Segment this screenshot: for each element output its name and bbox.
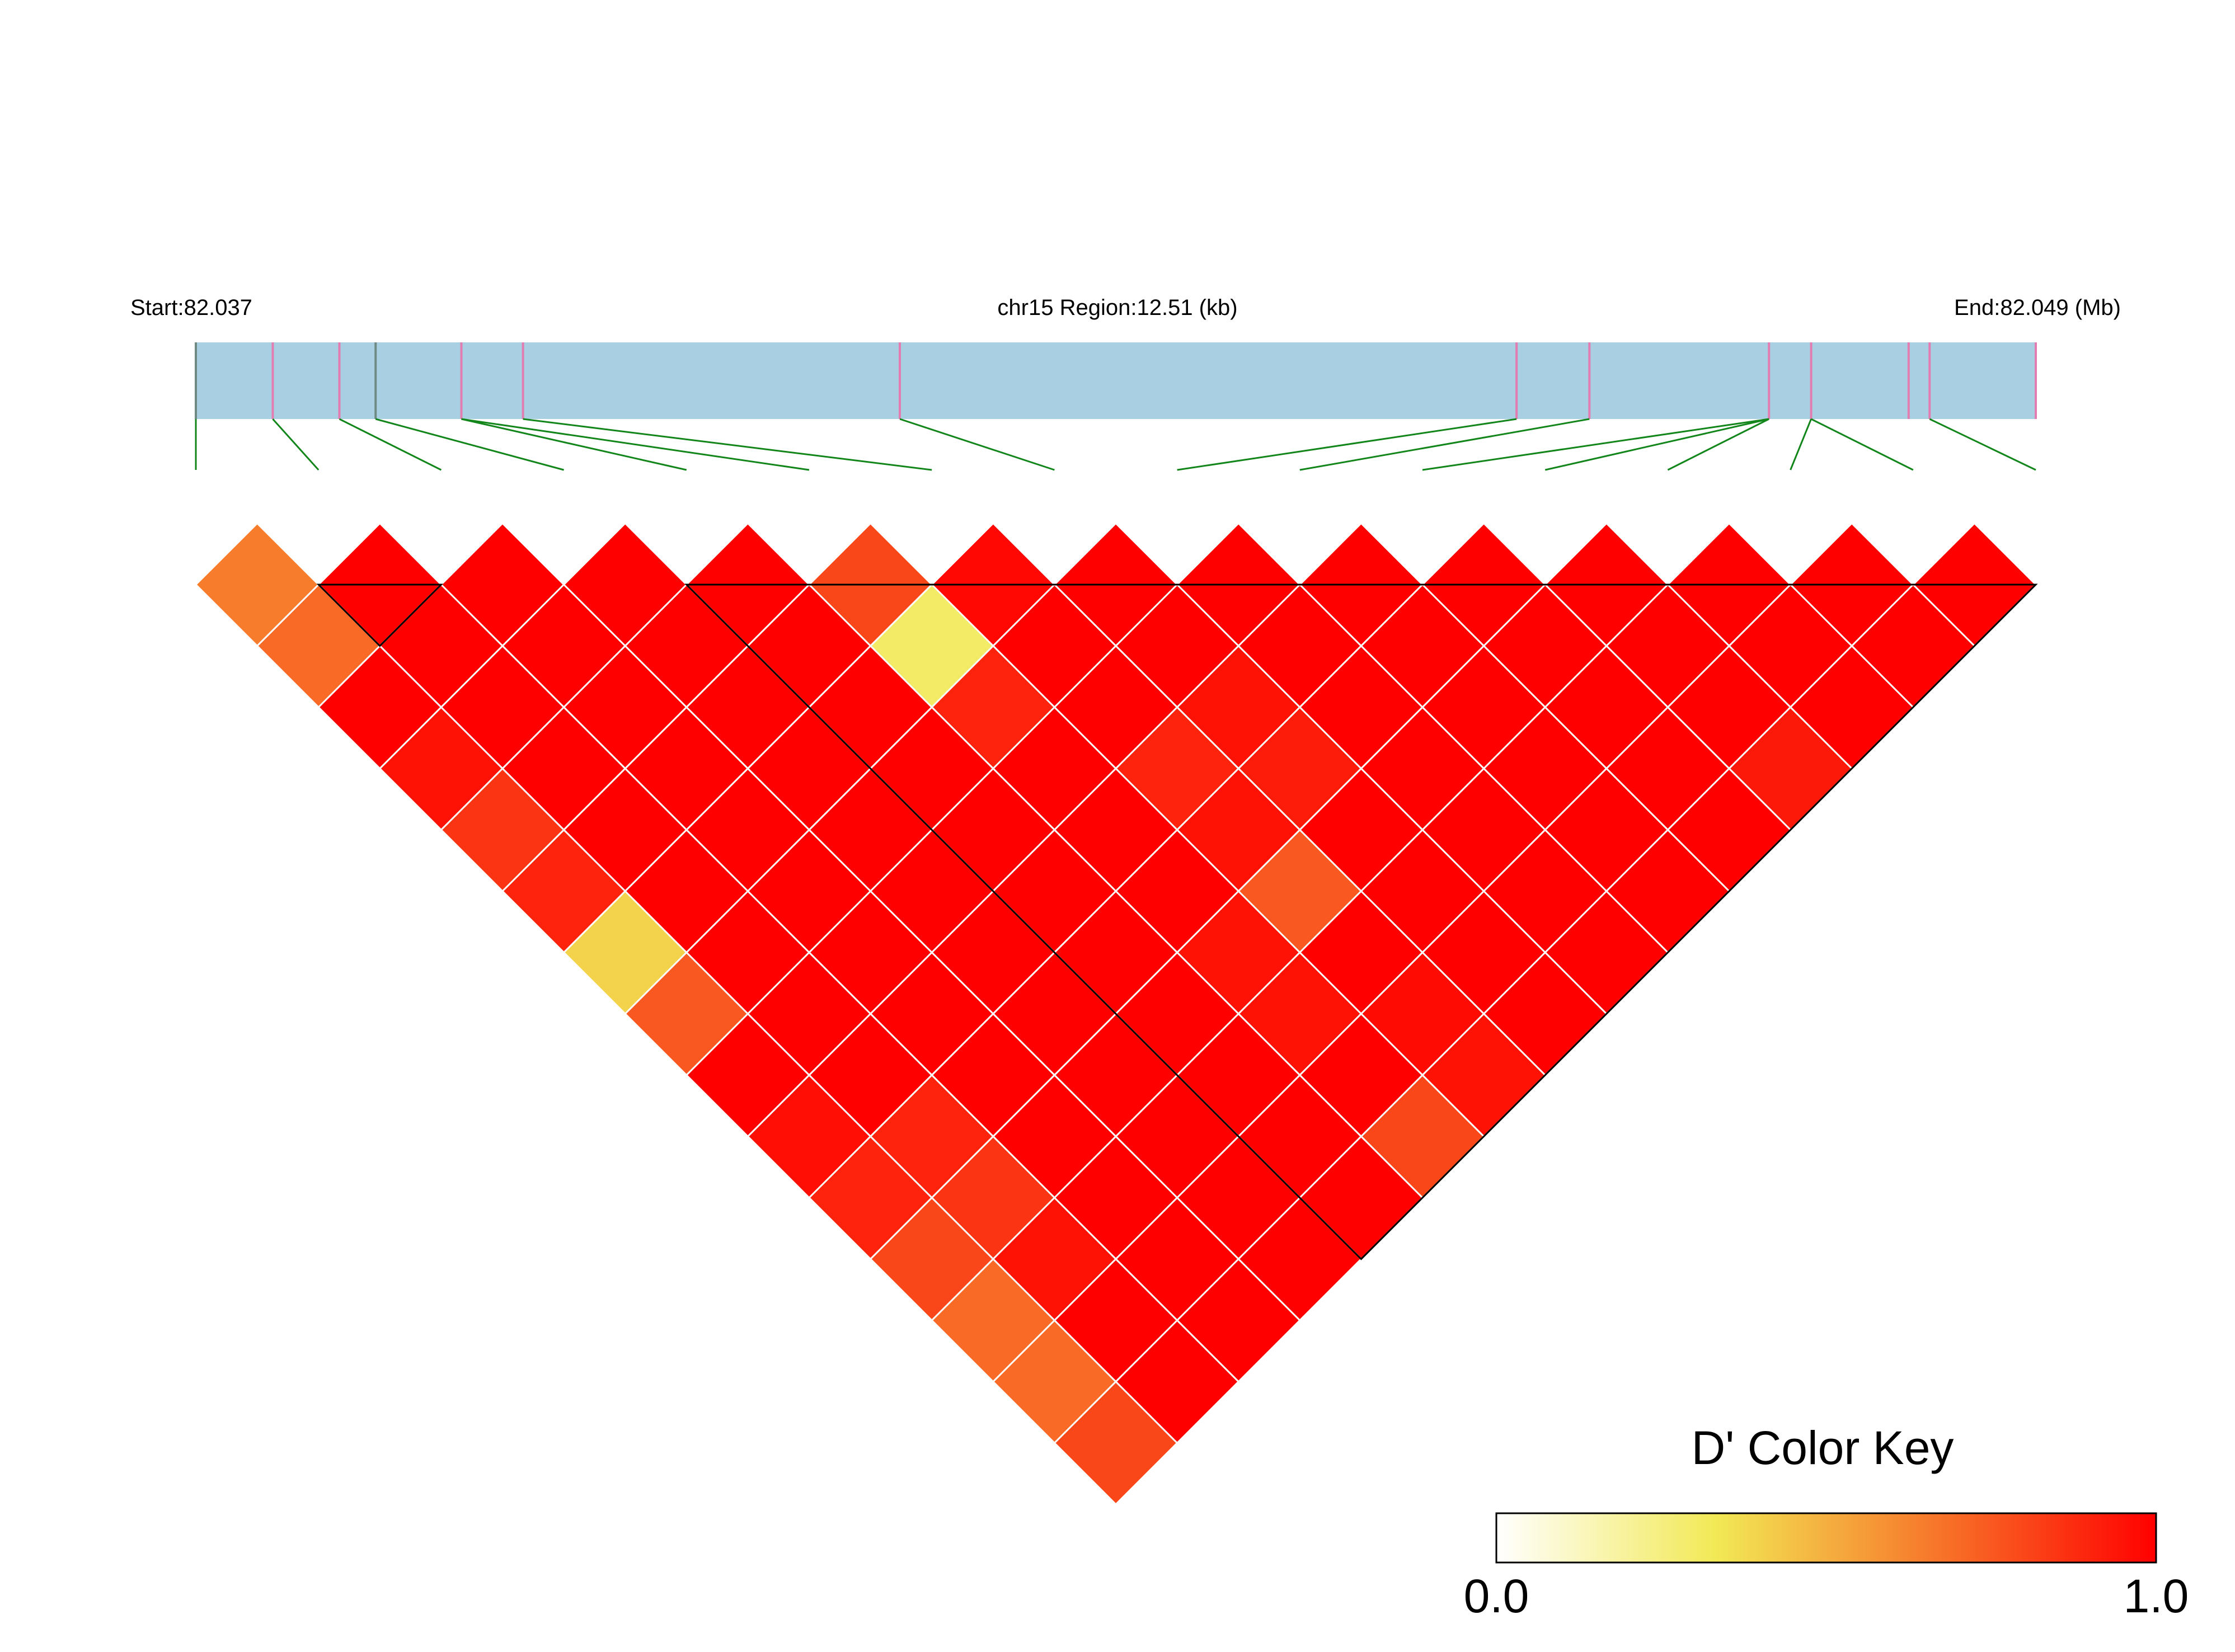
snp-connector (461, 418, 810, 471)
region-start-label: Start:82.037 (130, 295, 252, 320)
snp-connector (339, 418, 442, 471)
region-title: chr15 Region:12.51 (kb) (997, 295, 1237, 320)
color-key-max-label: 1.0 (2124, 1570, 2189, 1622)
snp-connector (461, 418, 687, 471)
snp-connector (1667, 418, 1769, 471)
snp-connector (523, 418, 932, 471)
snp-ticks (195, 342, 2037, 419)
snp-connector (375, 418, 564, 471)
snp-connector (272, 418, 320, 471)
snp-connector (1299, 418, 1590, 471)
snp-connector (1177, 418, 1517, 471)
snp-connectors (195, 418, 2036, 471)
color-key-min-label: 0.0 (1464, 1570, 1529, 1622)
region-bar (196, 342, 2036, 419)
region-end-label: End:82.049 (Mb) (1954, 295, 2121, 320)
ld-block-outline (316, 583, 444, 647)
snp-connector (1422, 418, 1769, 471)
color-key-bar (1495, 1512, 2157, 1564)
snp-connector (1544, 418, 1769, 471)
snp-connector (899, 418, 1055, 471)
snp-connector (1790, 418, 1812, 470)
color-key-title: D' Color Key (1692, 1422, 1954, 1474)
ld-cell (1053, 1380, 1178, 1506)
ld-block-outline (684, 583, 2038, 1260)
snp-connector (1810, 418, 1914, 471)
ld-block-outlines (316, 583, 2038, 1260)
snp-connector (1929, 418, 2036, 471)
